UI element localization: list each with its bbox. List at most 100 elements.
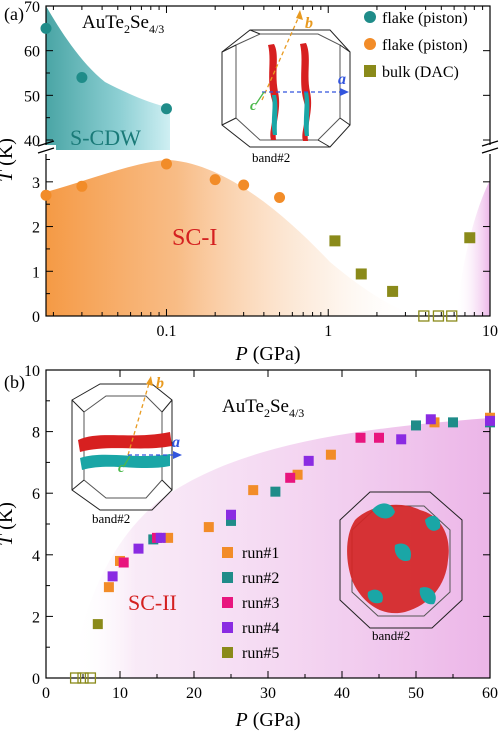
legend-marker-run4 xyxy=(222,622,233,633)
panel-b-label: (b) xyxy=(4,372,25,393)
point-a-s1-1 xyxy=(76,180,88,192)
point-a-s0-2 xyxy=(160,103,172,115)
inset-label-b-left: band#2 xyxy=(92,511,130,526)
ticks-b xyxy=(45,369,491,679)
inset-axes-b: b a c xyxy=(118,375,182,476)
tick-labels-a: 0.1 1 10 40 50 60 70 0 1 2 3 xyxy=(24,0,498,340)
inset-label-a: band#2 xyxy=(252,150,290,165)
point-a-s1-0 xyxy=(40,189,52,201)
sc1-label: SC-I xyxy=(172,225,217,251)
x-tick-label-b: 40 xyxy=(334,685,350,702)
point-b-s3-3 xyxy=(226,509,236,520)
point-a-s2-3 xyxy=(464,232,476,244)
legend-entry-run1: run#1 xyxy=(242,545,279,562)
x-tick-label-b: 50 xyxy=(408,685,424,702)
point-a-s2-2 xyxy=(387,285,399,297)
sc2-region-a xyxy=(456,180,490,316)
legend-entry-flake-teal: flake (piston) xyxy=(382,10,468,27)
point-b-s3-4 xyxy=(303,455,314,466)
point-b-s4-0 xyxy=(92,619,103,630)
point-b-s2-0 xyxy=(118,557,129,568)
point-b-s0-6 xyxy=(325,449,336,460)
inset-axes-a: b a c xyxy=(250,10,349,114)
point-b-s1-4 xyxy=(448,417,458,428)
point-a-s3-1 xyxy=(432,310,445,322)
point-a-s3-0 xyxy=(418,310,430,322)
svg-text:a: a xyxy=(338,71,346,88)
tick-labels-b: 0 10 20 30 40 50 60 0 2 4 6 8 10 xyxy=(24,363,498,702)
svg-text:c: c xyxy=(118,460,125,476)
legend-b: run#1 run#2 run#3 run#4 run#5 xyxy=(222,545,279,662)
svg-text:b: b xyxy=(156,375,164,392)
sc1-region xyxy=(46,160,420,316)
legend-entry-flake-orange: flake (piston) xyxy=(382,37,468,54)
data-marks-a xyxy=(40,22,476,322)
panel-a: 0.1 1 10 40 50 60 70 0 1 2 3 S-CDW SC-I (a) AuTe2S… xyxy=(0,0,500,365)
legend-marker-flake-teal xyxy=(364,11,376,23)
x-tick-label-b: 10 xyxy=(112,685,128,702)
legend-entry-run2: run#2 xyxy=(242,570,279,587)
legend-entry-run4: run#4 xyxy=(242,620,279,637)
x-tick-label-a: 1 xyxy=(324,323,332,340)
y-tick-label-a: 50 xyxy=(24,88,40,105)
panel-a-label: (a) xyxy=(4,4,24,25)
y-tick-label-a: 3 xyxy=(32,175,40,192)
panel-a-title: AuTe2Se4/3 xyxy=(82,12,164,36)
legend-marker-run5 xyxy=(222,647,233,658)
point-a-s1-3 xyxy=(209,174,221,186)
point-a-s0-1 xyxy=(76,71,88,83)
plot-frame-a xyxy=(45,5,491,317)
y-tick-label-b: 4 xyxy=(32,548,40,565)
point-a-s2-1 xyxy=(355,268,367,280)
y-tick-label-b: 2 xyxy=(32,609,40,626)
data-marks-b xyxy=(69,412,495,684)
legend-entry-run3: run#3 xyxy=(242,595,279,612)
legend-marker-run2 xyxy=(222,572,233,583)
x-tick-label-a: 10 xyxy=(482,323,498,340)
point-b-s5-2 xyxy=(84,672,97,684)
point-b-s2-3 xyxy=(355,432,366,443)
y-tick-label-a: 70 xyxy=(24,0,40,16)
point-b-s3-1 xyxy=(133,543,144,554)
legend-marker-run3 xyxy=(222,597,233,608)
band-inset-a xyxy=(221,29,351,148)
panel-b: 0 10 20 30 40 50 60 0 2 4 6 8 10 (b) AuTe2Se4/3 SC-I… xyxy=(0,363,498,731)
point-a-s2-0 xyxy=(329,235,341,247)
svg-text:c: c xyxy=(250,98,257,114)
band-inset-b-left xyxy=(71,383,173,511)
fermi-surface-b-right xyxy=(347,503,449,614)
point-b-s3-6 xyxy=(425,414,436,425)
y-tick-label-a: 1 xyxy=(32,264,40,281)
y-axis-label-b: T (K) xyxy=(0,502,17,546)
x-tick-label-b: 30 xyxy=(260,685,276,702)
point-a-s1-4 xyxy=(238,179,250,191)
x-tick-label-b: 20 xyxy=(186,685,202,702)
panel-b-title: AuTe2Se4/3 xyxy=(222,396,304,420)
point-a-s3-2 xyxy=(446,310,458,322)
point-b-s1-2 xyxy=(270,486,281,497)
x-tick-label-b: 0 xyxy=(42,685,50,702)
y-tick-label-a: 0 xyxy=(32,309,40,326)
scdw-region xyxy=(46,6,170,150)
point-b-s0-2 xyxy=(163,532,174,543)
y-tick-label-b: 6 xyxy=(32,486,40,503)
point-b-s0-3 xyxy=(203,522,214,533)
point-a-s0-0 xyxy=(40,22,52,34)
point-b-s1-3 xyxy=(411,420,421,431)
x-tick-label-b: 60 xyxy=(482,685,498,702)
svg-text:a: a xyxy=(172,434,180,451)
point-b-s0-0 xyxy=(103,582,114,593)
legend-marker-flake-orange xyxy=(364,38,376,50)
y-axis-break xyxy=(36,140,500,154)
y-tick-label-a: 60 xyxy=(24,44,40,61)
point-b-s3-0 xyxy=(107,571,118,582)
point-b-s5-1 xyxy=(77,672,89,684)
y-tick-label-b: 0 xyxy=(32,671,40,688)
legend-a: flake (piston) flake (piston) bulk (DAC) xyxy=(364,10,468,81)
sc2-label: SC-II xyxy=(128,590,177,615)
point-a-s1-2 xyxy=(160,158,172,170)
legend-entry-run5: run#5 xyxy=(242,645,279,662)
point-a-s1-5 xyxy=(274,191,286,203)
y-axis-label-a: T (K) xyxy=(0,138,17,182)
